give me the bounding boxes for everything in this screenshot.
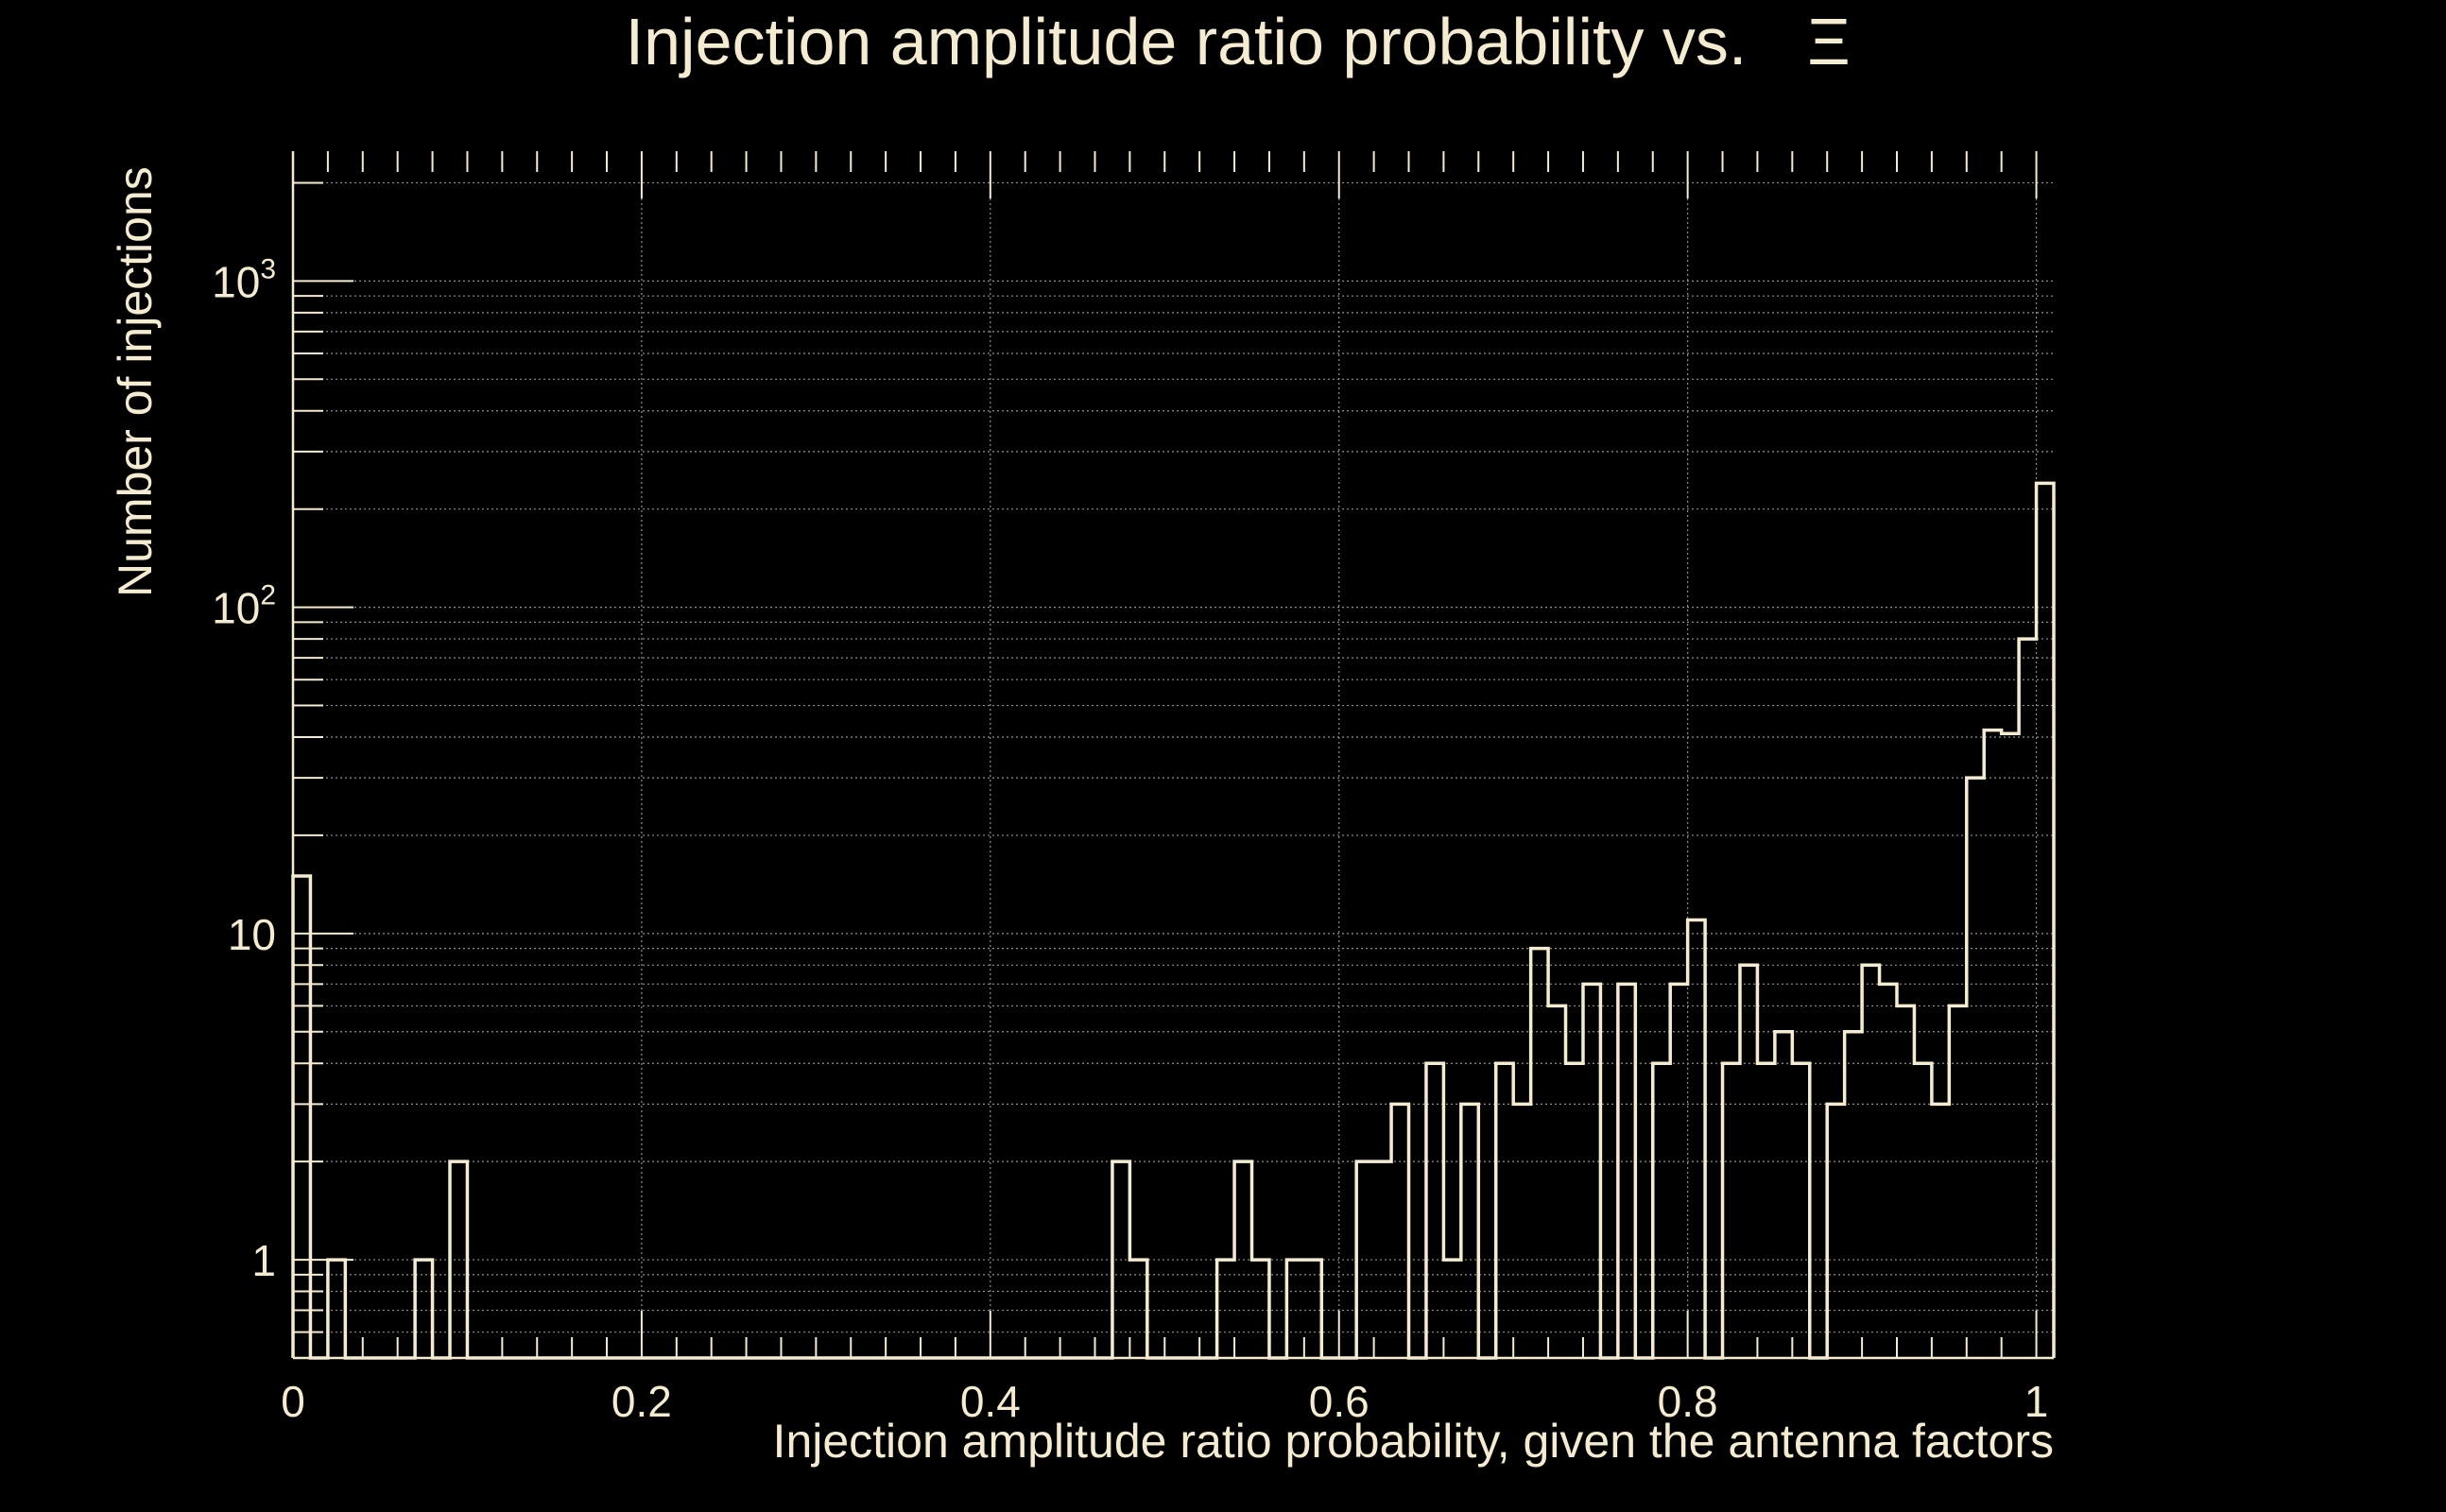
x-tick-label: 0 <box>281 1377 305 1426</box>
y-tick-label: 103 <box>212 253 276 306</box>
x-tick-label: 1 <box>2024 1377 2049 1426</box>
histogram-bars <box>291 481 2056 1360</box>
y-tick-label: 102 <box>212 580 276 633</box>
chart-title-symbol: Ξ <box>1807 5 1851 78</box>
grid <box>292 151 2054 1359</box>
axes <box>291 151 2054 1360</box>
x-tick-label: 0.8 <box>1658 1377 1718 1426</box>
histogram-outline <box>291 481 2056 1360</box>
chart-title: Injection amplitude ratio probability vs… <box>626 5 1748 78</box>
y-axis-label: Number of injections <box>109 166 162 597</box>
x-tick-label: 0.6 <box>1309 1377 1369 1426</box>
x-axis-label: Injection amplitude ratio probability, g… <box>773 1415 2054 1468</box>
x-tick-label: 0.2 <box>612 1377 672 1426</box>
x-tick-label: 0.4 <box>960 1377 1021 1426</box>
y-tick-label: 1 <box>251 1236 276 1285</box>
y-tick-label: 10 <box>228 910 276 959</box>
